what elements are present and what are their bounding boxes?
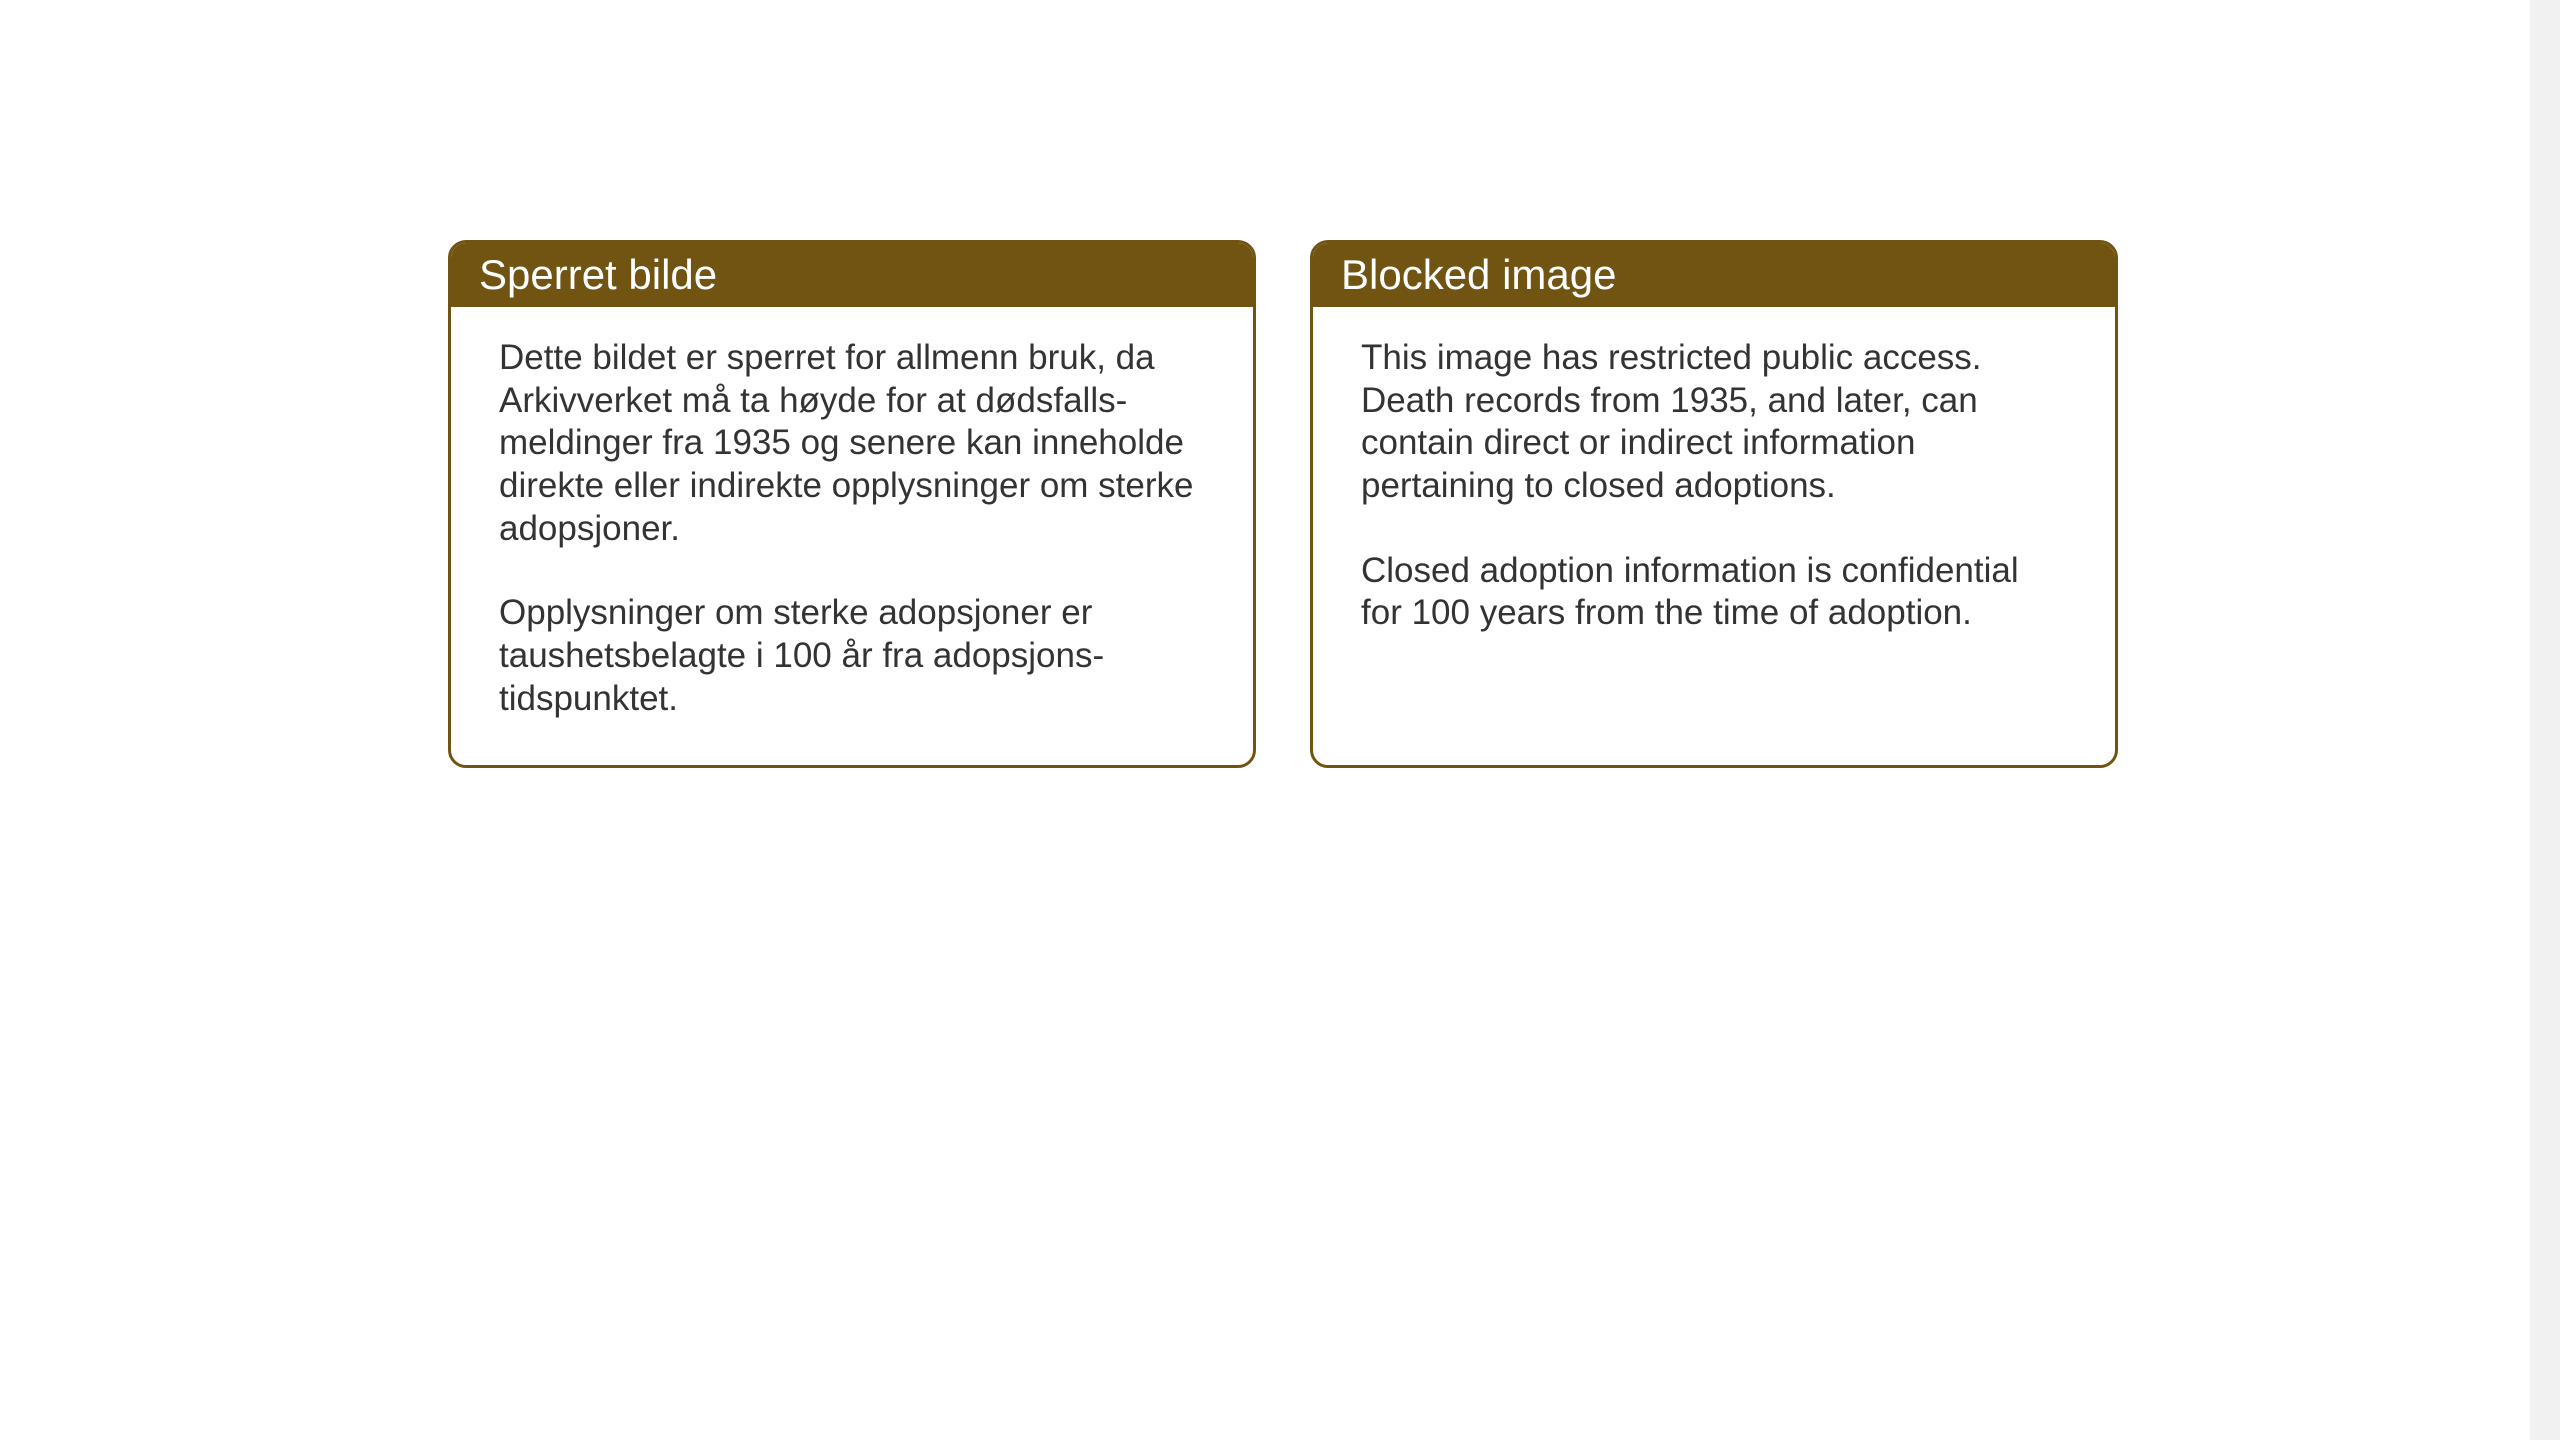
notice-container: Sperret bilde Dette bildet er sperret fo…: [0, 0, 2560, 768]
notice-paragraph: Opplysninger om sterke adopsjoner er tau…: [499, 592, 1205, 720]
card-title: Blocked image: [1341, 251, 1616, 298]
scrollbar-track[interactable]: [2530, 0, 2560, 1440]
card-body-english: This image has restricted public access.…: [1313, 307, 2115, 679]
notice-card-english: Blocked image This image has restricted …: [1310, 240, 2118, 768]
notice-card-norwegian: Sperret bilde Dette bildet er sperret fo…: [448, 240, 1256, 768]
card-header-english: Blocked image: [1313, 243, 2115, 307]
card-title: Sperret bilde: [479, 251, 717, 298]
notice-paragraph: Dette bildet er sperret for allmenn bruk…: [499, 337, 1205, 550]
card-body-norwegian: Dette bildet er sperret for allmenn bruk…: [451, 307, 1253, 765]
notice-paragraph: Closed adoption information is confident…: [1361, 550, 2067, 635]
notice-paragraph: This image has restricted public access.…: [1361, 337, 2067, 508]
card-header-norwegian: Sperret bilde: [451, 243, 1253, 307]
